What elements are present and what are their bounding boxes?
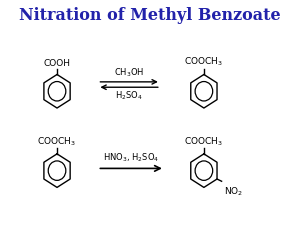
Text: COOCH$_3$: COOCH$_3$ — [38, 135, 76, 148]
Text: NO$_2$: NO$_2$ — [224, 185, 243, 198]
Text: COOCH$_3$: COOCH$_3$ — [184, 135, 224, 148]
Text: H$_2$SO$_4$: H$_2$SO$_4$ — [115, 90, 143, 102]
Text: CH$_3$OH: CH$_3$OH — [114, 66, 144, 79]
Text: Nitration of Methyl Benzoate: Nitration of Methyl Benzoate — [19, 7, 281, 24]
Text: HNO$_3$, H$_2$SO$_4$: HNO$_3$, H$_2$SO$_4$ — [103, 152, 159, 164]
Text: COOH: COOH — [44, 59, 70, 68]
Text: COOCH$_3$: COOCH$_3$ — [184, 56, 224, 68]
